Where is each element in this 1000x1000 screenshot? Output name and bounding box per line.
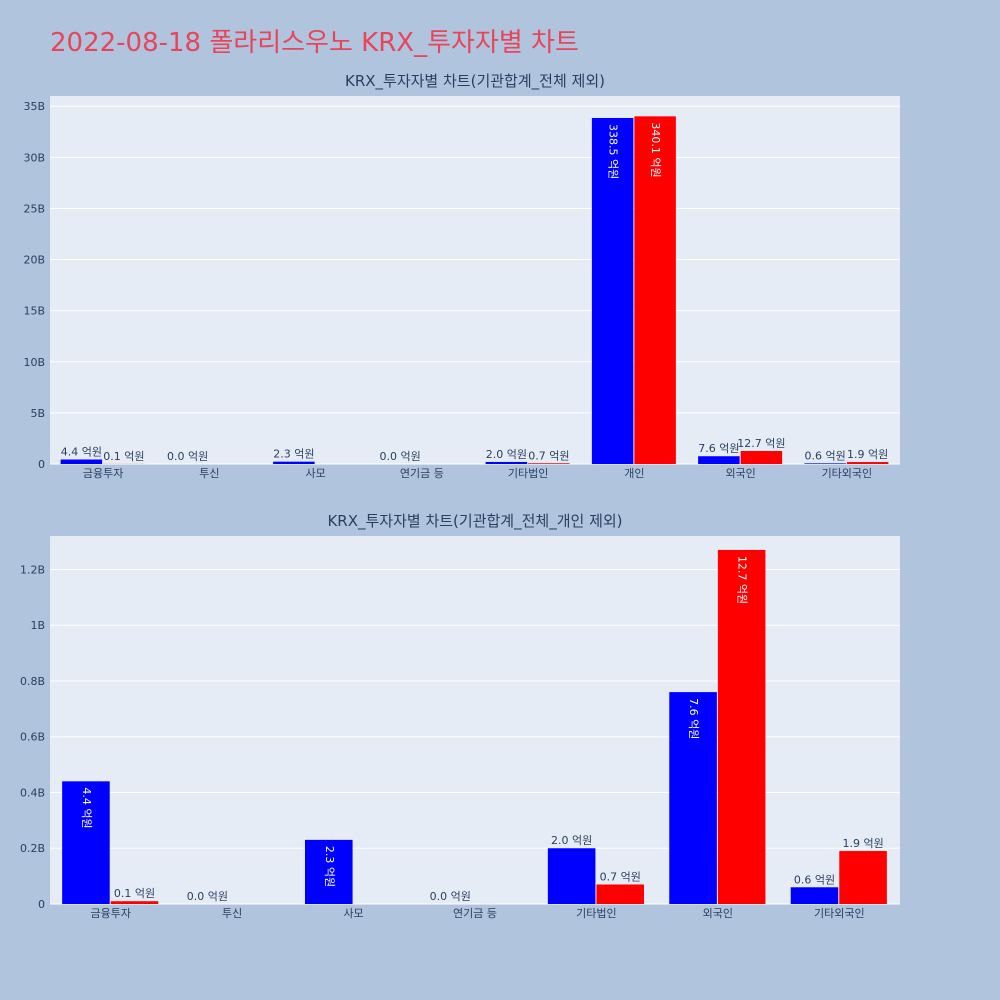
y-tick-label: 1.2B (20, 563, 45, 576)
bar-value-label: 0.7 억원 (528, 449, 569, 462)
bar (839, 851, 887, 904)
y-tick-label: 15B (23, 305, 45, 318)
y-tick-label: 25B (23, 202, 45, 215)
bar-value-label: 340.1 억원 (649, 122, 662, 177)
bar (305, 839, 353, 904)
x-tick-label: 외국인 (725, 467, 755, 480)
bar-value-label: 1.9 억원 (842, 837, 883, 850)
y-tick-label: 1B (30, 619, 45, 632)
bar-value-label: 12.7 억원 (736, 556, 749, 604)
bar-value-label: 0.1 억원 (103, 450, 144, 463)
bar (60, 459, 103, 464)
chart-excluding-individuals: KRX_투자자별 차트(기관합계_전체_개인 제외) 0 0.2B 0.4B 0.6B 0… (20, 512, 900, 920)
bar-value-label: 0.6 억원 (805, 449, 846, 462)
y-tick-label: 10B (23, 356, 45, 369)
y-tick-label: 30B (23, 151, 45, 164)
bar-value-label: 0.0 억원 (167, 450, 208, 463)
x-tick-label: 연기금 등 (400, 467, 444, 480)
chart-title: KRX_투자자별 차트(기관합계_전체_개인 제외) (327, 512, 622, 531)
bar-value-label: 0.1 억원 (114, 887, 155, 900)
x-tick-label: 기타외국인 (814, 907, 865, 920)
bar (110, 901, 159, 904)
bar-value-label: 0.0 억원 (187, 890, 228, 903)
plot-area (50, 96, 900, 464)
x-tick-label: 사모 (343, 907, 363, 920)
bar (547, 848, 596, 904)
y-tick-label: 0 (38, 898, 45, 911)
bar (804, 463, 846, 464)
x-tick-label: 기타외국인 (822, 467, 873, 480)
bar-value-label: 2.0 억원 (551, 834, 592, 847)
bar-value-label: 338.5 억원 (607, 124, 620, 179)
bar-value-label: 1.9 억원 (847, 448, 888, 461)
chart-title: KRX_투자자별 차트(기관합계_전체 제외) (345, 72, 605, 91)
bar (740, 451, 783, 464)
x-tick-label: 기타법인 (576, 907, 616, 920)
bar-value-label: 0.7 억원 (600, 870, 641, 883)
page-title: 2022-08-18 폴라리스우노 KRX_투자자별 차트 (50, 28, 579, 58)
bar-value-label: 7.6 억원 (698, 442, 739, 455)
bar (717, 549, 766, 904)
bar (273, 461, 315, 464)
y-tick-label: 0.8B (20, 675, 45, 688)
bar (634, 116, 676, 464)
bar-value-label: 7.6 억원 (687, 698, 700, 739)
bar-value-label: 0.0 억원 (380, 450, 421, 463)
bar-value-label: 0.6 억원 (794, 873, 835, 886)
bar (790, 887, 839, 904)
bar (528, 463, 570, 464)
y-tick-label: 0.6B (20, 731, 45, 744)
bar (669, 692, 717, 904)
x-tick-label: 금융투자 (83, 467, 123, 480)
y-tick-label: 0.2B (20, 842, 45, 855)
bar-value-label: 12.7 억원 (737, 437, 785, 450)
bar (698, 456, 740, 464)
x-tick-label: 투신 (199, 467, 219, 480)
y-tick-label: 5B (30, 407, 45, 420)
y-tick-label: 0.4B (20, 786, 45, 799)
bar (62, 781, 110, 904)
bar-value-label: 0.0 억원 (430, 890, 471, 903)
bar (591, 117, 634, 464)
x-tick-label: 외국인 (703, 907, 733, 920)
bar-value-label: 4.4 억원 (61, 446, 102, 459)
bar-value-label: 4.4 억원 (80, 787, 93, 828)
y-tick-label: 35B (23, 100, 45, 113)
chart-all-investors: KRX_투자자별 차트(기관합계_전체 제외) 0 5B 10B 15B 20B 25B 30… (23, 72, 900, 480)
bar-value-label: 2.3 억원 (273, 448, 314, 461)
y-tick-label: 0 (38, 458, 45, 471)
bar (846, 462, 889, 464)
x-tick-label: 연기금 등 (453, 907, 497, 920)
x-tick-label: 투신 (222, 907, 242, 920)
x-tick-label: 금융투자 (90, 907, 130, 920)
bar (596, 884, 644, 904)
x-tick-label: 사모 (306, 467, 326, 480)
bar-value-label: 2.0 억원 (486, 448, 527, 461)
plot-area (50, 536, 900, 904)
bar (485, 461, 528, 464)
y-tick-label: 20B (23, 254, 45, 267)
bar-value-label: 2.3 억원 (323, 846, 336, 887)
x-tick-label: 개인 (624, 467, 644, 480)
x-tick-label: 기타법인 (508, 467, 548, 480)
